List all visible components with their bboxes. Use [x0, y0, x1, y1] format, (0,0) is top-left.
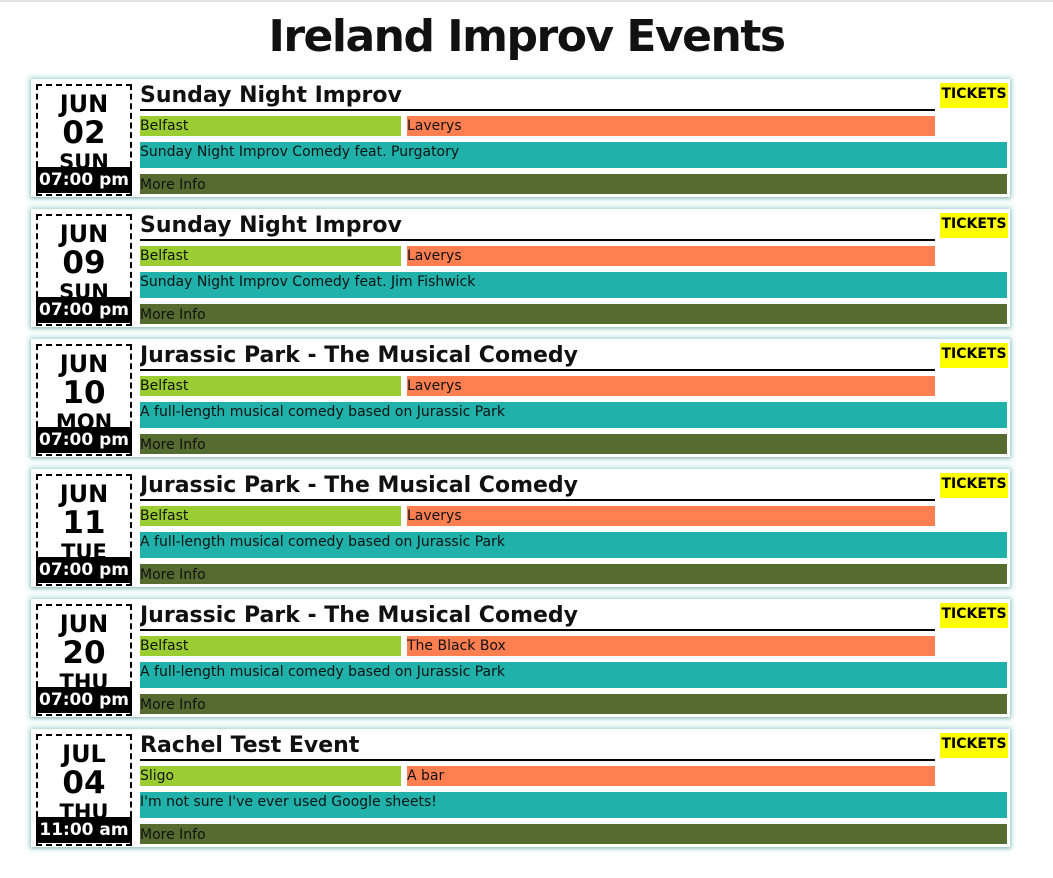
event-title: Sunday Night Improv — [140, 213, 935, 241]
event-title: Jurassic Park - The Musical Comedy — [140, 603, 935, 631]
event-card: JUL 04 THU 11:00 am Rachel Test Event TI… — [31, 729, 1010, 847]
more-info-link[interactable]: More Info — [140, 824, 1007, 844]
event-time: 07:00 pm — [36, 557, 132, 583]
tickets-button[interactable]: TICKETS — [940, 213, 1008, 238]
event-description: A full-length musical comedy based on Ju… — [140, 532, 1007, 558]
event-city: Sligo — [140, 766, 401, 786]
event-time: 11:00 am — [36, 817, 132, 843]
event-time: 07:00 pm — [36, 687, 132, 713]
event-day: 10 — [62, 375, 106, 411]
event-month: JUN — [59, 90, 109, 118]
event-description: Sunday Night Improv Comedy feat. Purgato… — [140, 142, 1007, 168]
page-title: Ireland Improv Events — [268, 11, 786, 62]
more-info-link[interactable]: More Info — [140, 304, 1007, 324]
event-month: JUN — [59, 220, 109, 248]
event-time: 07:00 pm — [36, 167, 132, 193]
tickets-button[interactable]: TICKETS — [940, 733, 1008, 758]
event-card: JUN 11 TUE 07:00 pm Jurassic Park - The … — [31, 469, 1010, 587]
event-city: Belfast — [140, 116, 401, 136]
event-venue: Laverys — [407, 246, 935, 266]
event-day: 11 — [62, 505, 106, 541]
event-city: Belfast — [140, 506, 401, 526]
event-description: I'm not sure I've ever used Google sheet… — [140, 792, 1007, 818]
more-info-link[interactable]: More Info — [140, 434, 1007, 454]
event-city: Belfast — [140, 636, 401, 656]
tickets-button[interactable]: TICKETS — [940, 343, 1008, 368]
event-day: 02 — [62, 115, 106, 151]
date-box: JUN 09 SUN — [36, 214, 132, 326]
tickets-button[interactable]: TICKETS — [940, 603, 1008, 628]
tickets-button[interactable]: TICKETS — [940, 473, 1008, 498]
event-venue: Laverys — [407, 506, 935, 526]
top-divider — [0, 0, 1053, 2]
event-description: Sunday Night Improv Comedy feat. Jim Fis… — [140, 272, 1007, 298]
event-venue: Laverys — [407, 116, 935, 136]
event-title: Rachel Test Event — [140, 733, 935, 761]
event-venue: The Black Box — [407, 636, 935, 656]
event-venue: A bar — [407, 766, 935, 786]
event-city: Belfast — [140, 376, 401, 396]
event-day: 20 — [62, 635, 106, 671]
event-card: JUN 02 SUN 07:00 pm Sunday Night Improv … — [31, 79, 1010, 197]
event-day: 09 — [62, 245, 106, 281]
event-card: JUN 09 SUN 07:00 pm Sunday Night Improv … — [31, 209, 1010, 327]
more-info-link[interactable]: More Info — [140, 564, 1007, 584]
event-month: JUN — [59, 610, 109, 638]
event-time: 07:00 pm — [36, 297, 132, 323]
more-info-link[interactable]: More Info — [140, 694, 1007, 714]
event-month: JUL — [62, 740, 106, 768]
event-card: JUN 20 THU 07:00 pm Jurassic Park - The … — [31, 599, 1010, 717]
event-day: 04 — [62, 765, 106, 801]
event-month: JUN — [59, 480, 109, 508]
event-city: Belfast — [140, 246, 401, 266]
event-description: A full-length musical comedy based on Ju… — [140, 662, 1007, 688]
event-description: A full-length musical comedy based on Ju… — [140, 402, 1007, 428]
event-month: JUN — [59, 350, 109, 378]
event-title: Jurassic Park - The Musical Comedy — [140, 343, 935, 371]
more-info-link[interactable]: More Info — [140, 174, 1007, 194]
event-venue: Laverys — [407, 376, 935, 396]
event-time: 07:00 pm — [36, 427, 132, 453]
event-title: Sunday Night Improv — [140, 83, 935, 111]
event-title: Jurassic Park - The Musical Comedy — [140, 473, 935, 501]
tickets-button[interactable]: TICKETS — [940, 83, 1008, 108]
event-card: JUN 10 MON 07:00 pm Jurassic Park - The … — [31, 339, 1010, 457]
